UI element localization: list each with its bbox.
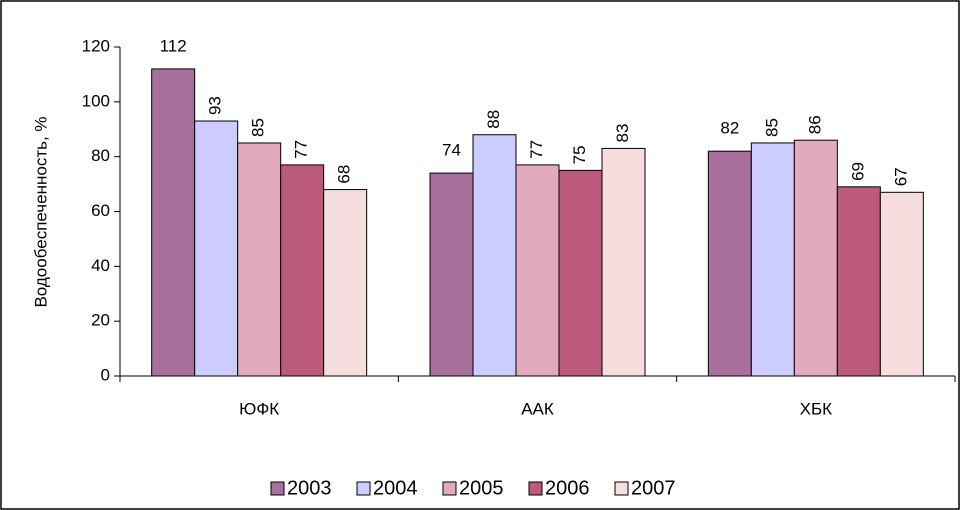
value-label: 67 xyxy=(891,167,910,186)
bar xyxy=(237,142,282,377)
y-tick-label: 0 xyxy=(101,365,110,384)
bar xyxy=(793,139,838,377)
value-label: 77 xyxy=(292,140,311,159)
x-tick-label: ХБК xyxy=(800,399,832,418)
y-tick-label: 60 xyxy=(91,201,110,220)
bar xyxy=(836,186,881,377)
legend-label: 2007 xyxy=(631,477,676,499)
legend-swatch xyxy=(356,481,371,496)
bar xyxy=(558,169,603,377)
legend-label: 2003 xyxy=(287,477,332,499)
value-label: 68 xyxy=(335,165,354,184)
value-label: 86 xyxy=(805,115,824,134)
bar xyxy=(151,68,196,377)
value-label: 82 xyxy=(720,119,739,138)
legend-swatch xyxy=(614,481,629,496)
value-label: 93 xyxy=(206,96,225,115)
y-tick-label: 40 xyxy=(91,256,110,275)
value-label: 85 xyxy=(762,118,781,137)
value-label: 85 xyxy=(249,118,268,137)
value-label: 112 xyxy=(160,36,187,55)
bar xyxy=(879,191,924,377)
x-tick-label: ЮФК xyxy=(239,399,279,418)
bar xyxy=(601,147,646,377)
bar xyxy=(472,134,517,377)
legend: 2003 2004 2005 2006 2007 xyxy=(270,477,676,499)
legend-label: 2005 xyxy=(459,477,504,499)
legend-swatch xyxy=(270,481,285,496)
y-tick-label: 80 xyxy=(91,146,110,165)
y-axis-title: Водообеспеченность, % xyxy=(31,116,50,307)
legend-swatch xyxy=(442,481,457,496)
bar xyxy=(707,150,752,377)
y-tick-label: 100 xyxy=(82,91,110,110)
legend-swatch xyxy=(528,481,543,496)
legend-label: 2006 xyxy=(545,477,590,499)
bar xyxy=(515,164,560,377)
bar xyxy=(280,164,325,377)
value-label: 88 xyxy=(484,110,503,129)
y-tick-label: 20 xyxy=(91,311,110,330)
value-label: 74 xyxy=(442,141,461,160)
bar xyxy=(429,172,474,377)
bar xyxy=(750,142,795,377)
value-label: 69 xyxy=(848,162,867,181)
x-tick-label: ААК xyxy=(521,399,554,418)
bar xyxy=(194,120,239,377)
value-label: 75 xyxy=(570,145,589,164)
value-label: 83 xyxy=(613,124,632,143)
legend-label: 2004 xyxy=(373,477,418,499)
y-tick-label: 120 xyxy=(82,36,110,55)
value-label: 77 xyxy=(527,140,546,159)
bar xyxy=(323,189,368,377)
